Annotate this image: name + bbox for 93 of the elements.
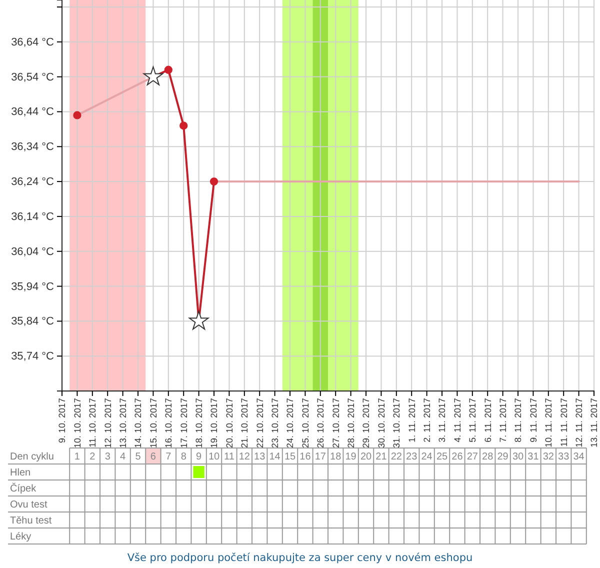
x-tick-label: 16. 10. 2017 [164, 398, 174, 448]
text: Čípek [10, 482, 38, 494]
x-tick-label: 31. 10. 2017 [392, 398, 402, 448]
x2-tick-label: 4 [120, 452, 126, 462]
y-tick-label: 36,64 °C [11, 36, 54, 48]
x-tick-label: 9. 10. 2017 [57, 398, 68, 444]
x-tick-label: 3. 11. 2017 [437, 398, 448, 442]
y-tick-label: 36,24 °C [11, 176, 54, 188]
y-tick-label: 35,94 °C [11, 280, 54, 293]
x-tick-label: 29. 10. 2017 [361, 398, 372, 448]
x2-tick-label: 11 [224, 452, 235, 462]
x-tick-label: 15. 10. 2017 [148, 398, 158, 448]
y-tick-label: 35,74 °C [11, 350, 54, 363]
point [210, 177, 218, 186]
x-tick-label: 17. 10. 2017 [178, 398, 189, 448]
x2-tick-label: 34 [573, 452, 585, 462]
x2-tick-label: 1 [74, 452, 80, 462]
x-tick-label: 13. 11. 2017 [589, 398, 600, 448]
x-tick-label: 27. 10. 2017 [330, 398, 341, 448]
point [180, 122, 188, 130]
x2-tick-label: 22 [390, 452, 402, 462]
x2-tick-label: 33 [558, 452, 570, 462]
x-tick-label: 23. 10. 2017 [270, 398, 280, 448]
x-tick-label: 21. 10. 2017 [240, 398, 250, 448]
x2-tick-label: 10 [208, 452, 220, 462]
y-tick-label: 36,34 °C [11, 141, 54, 154]
x-tick-label: 22. 10. 2017 [254, 398, 265, 448]
x-tick-label: 10. 10. 2017 [72, 398, 82, 448]
x2-tick-label: 21 [376, 452, 388, 462]
x2-tick-label: 5 [135, 452, 142, 462]
x-tick-label: 7. 11. 2017 [498, 398, 508, 442]
x2-tick-label: 24 [421, 452, 433, 462]
x-tick-label: 12. 11. 2017 [574, 398, 584, 448]
text: Ovu test [10, 500, 48, 510]
x-tick-label: 30. 10. 2017 [376, 398, 386, 448]
x-tick-label: 6. 11. 2017 [482, 398, 493, 442]
y-tick-label: 36,54 °C [11, 71, 54, 84]
x2-tick-label: 19 [345, 452, 357, 462]
x2-tick-label: 15 [284, 452, 296, 462]
x2-tick-label: 7 [166, 452, 172, 462]
point [188, 310, 209, 330]
x-tick-label: 25. 10. 2017 [300, 398, 310, 448]
x-tick-label: 5. 11. 2017 [468, 398, 478, 442]
x-tick-label: 14. 10. 2017 [133, 398, 144, 448]
y-tick-label: 35,84 °C [11, 316, 54, 328]
x-tick-label: 20. 10. 2017 [224, 398, 234, 448]
x2-tick-label: 8 [180, 452, 187, 462]
x2-tick-label: 3 [104, 452, 111, 462]
x-tick-label: 9. 11. 2017 [528, 398, 538, 442]
x-tick-label: 4. 11. 2017 [452, 398, 462, 442]
x2-tick-label: 12 [238, 452, 250, 462]
x-tick-label: 18. 10. 2017 [194, 398, 204, 448]
x2-tick-label: 9 [196, 452, 202, 462]
x2-tick-label: 2 [90, 452, 96, 462]
text: Vše pro podporu početí nakupujte za super ceny v novém eshopu [127, 552, 473, 564]
point [73, 111, 82, 120]
y-tick-label: 36,14 °C [11, 210, 54, 223]
x-tick-label: 10. 11. 2017 [544, 398, 554, 448]
x2-axis-title: Den cyklu [10, 452, 54, 462]
x2-tick-label: 18 [330, 452, 342, 462]
y-tick-label: 36,04 °C [11, 246, 54, 258]
y-tick-label: 36,44 °C [11, 106, 54, 118]
text: Hlen [10, 468, 31, 478]
x2-tick-label: 13 [254, 452, 266, 462]
x2-tick-label: 25 [436, 452, 448, 462]
x-tick-label: 11. 10. 2017 [88, 398, 98, 448]
x-tick-label: 19. 10. 2017 [209, 398, 220, 448]
x-tick-label: 8. 11. 2017 [513, 398, 524, 442]
x-tick-label: 28. 10. 2017 [346, 398, 356, 448]
x-tick-label: 11. 11. 2017 [558, 398, 569, 447]
x-tick-label: 26. 10. 2017 [316, 398, 326, 448]
x2-tick-label: 29 [497, 452, 509, 462]
x-tick-label: 1. 11. 2017 [406, 398, 417, 442]
point [164, 66, 172, 74]
x2-tick-label: 23 [406, 452, 418, 462]
x-tick-label: 24. 10. 2017 [285, 398, 296, 448]
x-tick-label: 12. 10. 2017 [102, 398, 113, 448]
x2-tick-label: 16 [300, 452, 312, 462]
x-tick-label: 13. 10. 2017 [118, 398, 128, 448]
x2-tick-label: 20 [360, 452, 372, 462]
x2-tick-label: 17 [314, 452, 326, 462]
x2-tick-label: 26 [452, 452, 464, 462]
x2-tick-label: 30 [512, 452, 524, 462]
x2-tick-label: 28 [482, 452, 494, 462]
text: Léky [10, 532, 32, 542]
x2-tick-label: 6 [150, 452, 156, 462]
text: Těhu test [10, 516, 52, 526]
x2-tick-label: 31 [528, 452, 540, 462]
x2-tick-label: 27 [466, 452, 478, 462]
x-tick-label: 2. 11. 2017 [422, 398, 432, 442]
x2-tick-label: 32 [542, 452, 554, 462]
point [143, 66, 164, 86]
x2-tick-label: 14 [269, 452, 281, 462]
